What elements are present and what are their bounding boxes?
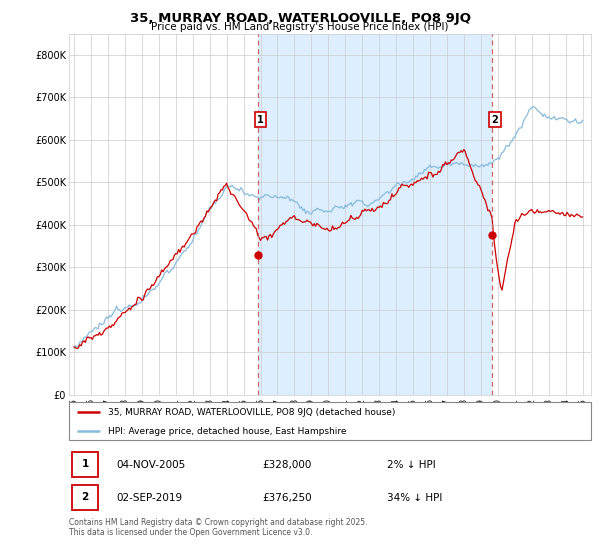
Text: 35, MURRAY ROAD, WATERLOOVILLE, PO8 9JQ: 35, MURRAY ROAD, WATERLOOVILLE, PO8 9JQ <box>130 12 470 25</box>
Text: £328,000: £328,000 <box>262 460 311 470</box>
Text: 1: 1 <box>82 459 89 469</box>
FancyBboxPatch shape <box>72 451 98 477</box>
Text: 35, MURRAY ROAD, WATERLOOVILLE, PO8 9JQ (detached house): 35, MURRAY ROAD, WATERLOOVILLE, PO8 9JQ … <box>108 408 395 417</box>
FancyBboxPatch shape <box>69 402 591 440</box>
Text: 2: 2 <box>491 115 498 125</box>
Text: £376,250: £376,250 <box>262 493 312 503</box>
FancyBboxPatch shape <box>72 484 98 510</box>
Text: 34% ↓ HPI: 34% ↓ HPI <box>388 493 443 503</box>
Text: HPI: Average price, detached house, East Hampshire: HPI: Average price, detached house, East… <box>108 427 347 436</box>
Text: 04-NOV-2005: 04-NOV-2005 <box>116 460 185 470</box>
Bar <box>258 34 492 395</box>
Text: 02-SEP-2019: 02-SEP-2019 <box>116 493 182 503</box>
Text: 2: 2 <box>82 492 89 502</box>
Text: Price paid vs. HM Land Registry's House Price Index (HPI): Price paid vs. HM Land Registry's House … <box>151 22 449 32</box>
Text: 2% ↓ HPI: 2% ↓ HPI <box>388 460 436 470</box>
Text: Contains HM Land Registry data © Crown copyright and database right 2025.
This d: Contains HM Land Registry data © Crown c… <box>69 518 367 538</box>
Text: 1: 1 <box>257 115 264 125</box>
